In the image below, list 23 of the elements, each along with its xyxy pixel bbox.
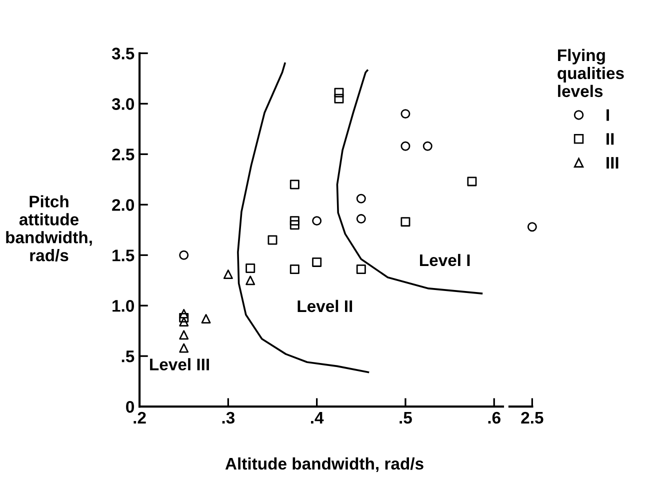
y-tick-label: 2.0 bbox=[112, 199, 134, 211]
x-tick-label: 2.5 bbox=[521, 412, 544, 424]
annotation: Level III bbox=[150, 358, 209, 370]
annotation: Level I bbox=[420, 254, 470, 266]
legend-label: III bbox=[606, 157, 618, 169]
y-tick-label: 2.5 bbox=[112, 148, 134, 160]
x-tick-label: .3 bbox=[222, 412, 235, 424]
x-tick-label: .2 bbox=[134, 412, 146, 424]
legend-title: Flying qualities levels bbox=[558, 48, 624, 98]
annotation: Level II bbox=[298, 300, 352, 312]
y-tick-label: 0 bbox=[126, 400, 134, 413]
x-axis-title: Altitude bandwidth, rad/s bbox=[225, 457, 424, 472]
x-tick-label: .6 bbox=[488, 412, 500, 424]
y-tick-label: 1.0 bbox=[112, 300, 134, 312]
x-tick-label: .5 bbox=[400, 412, 412, 424]
y-axis-title: Pitch attitude bandwidth, rad/s bbox=[6, 195, 92, 262]
y-tick-label: 3.5 bbox=[112, 48, 134, 60]
legend-label: I bbox=[606, 109, 609, 121]
x-tick-label: .4 bbox=[311, 412, 324, 424]
y-tick-label: 3.0 bbox=[112, 98, 134, 110]
legend-label: II bbox=[606, 133, 614, 145]
y-tick-label: 1.5 bbox=[112, 250, 134, 262]
y-tick-label: .5 bbox=[122, 350, 134, 362]
